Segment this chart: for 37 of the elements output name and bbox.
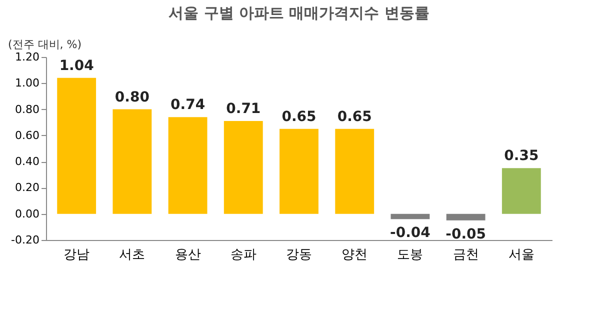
y-tick-label: 0.00: [15, 207, 40, 220]
bar: [446, 214, 486, 220]
data-label: -0.04: [390, 225, 431, 242]
bar: [224, 121, 263, 214]
y-tick-label: 1.20: [15, 50, 40, 64]
data-label: 0.65: [282, 108, 316, 125]
y-tick-label: 1.00: [15, 76, 40, 90]
y-axis-title: (전주 대비, %): [8, 38, 82, 51]
y-tick-label: 0.40: [15, 155, 40, 168]
y-tick-label: 0.80: [15, 102, 40, 116]
data-label: 0.74: [170, 97, 206, 114]
bar: [335, 128, 374, 214]
data-label: 0.35: [504, 148, 539, 164]
data-label: 0.65: [337, 108, 372, 125]
bar: [390, 214, 430, 220]
bar: [112, 109, 152, 214]
y-tick-label: 0.20: [15, 181, 40, 194]
x-tick-label: 강남: [64, 248, 90, 262]
y-tick-label: 0.60: [15, 128, 40, 142]
data-label: -0.05: [446, 226, 486, 242]
x-tick-label: 강동: [286, 248, 312, 262]
x-tick-label: 서초: [119, 248, 146, 262]
y-tick-label: -0.20: [11, 234, 40, 246]
chart-title: 서울 구별 아파트 매매가격지수 변동률: [168, 4, 430, 22]
x-tick-label: 송파: [230, 248, 256, 262]
data-label: 0.80: [114, 89, 150, 106]
bar: [57, 78, 96, 214]
x-tick-label: 양천: [342, 248, 368, 262]
bar: [168, 117, 208, 214]
x-tick-label: 용산: [174, 248, 201, 262]
data-label: 1.04: [59, 58, 94, 74]
bar: [280, 128, 318, 214]
bar: [502, 168, 541, 214]
data-label: 0.71: [226, 101, 261, 118]
x-tick-label: 도봉: [397, 248, 424, 262]
x-tick-label: 서울: [508, 248, 534, 262]
x-tick-label: 금천: [452, 248, 479, 262]
